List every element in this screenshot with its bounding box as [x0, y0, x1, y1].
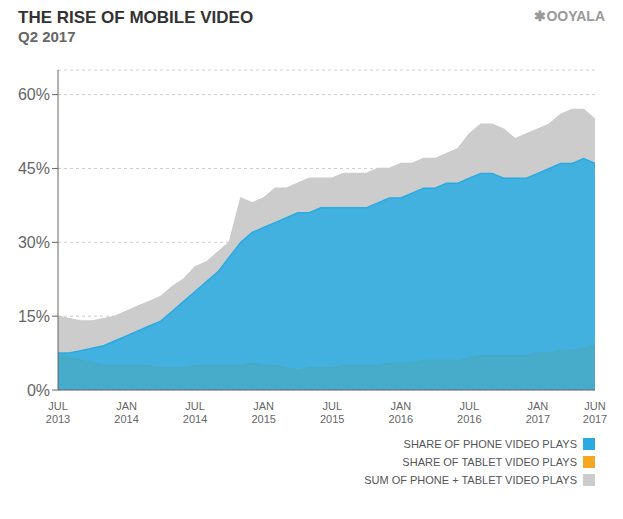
svg-text:JUL2014: JUL2014	[183, 400, 207, 425]
svg-text:JAN2016: JAN2016	[389, 400, 413, 425]
svg-text:0%: 0%	[27, 382, 50, 399]
svg-text:15%: 15%	[18, 308, 50, 325]
svg-text:45%: 45%	[18, 160, 50, 177]
svg-text:JUL2015: JUL2015	[320, 400, 344, 425]
svg-text:JUN2017: JUN2017	[583, 400, 607, 425]
html-text:THE RISE OF MOBILE VIDEO: THE RISE OF MOBILE VIDEO	[18, 8, 254, 27]
svg-text:JAN2015: JAN2015	[251, 400, 275, 425]
html-text:✱OOYALA: ✱OOYALA	[534, 8, 605, 24]
svg-text:JAN2017: JAN2017	[526, 400, 550, 425]
html-text:Q2 2017: Q2 2017	[18, 28, 76, 45]
html-text:SHARE OF TABLET VIDEO PLAYS: SHARE OF TABLET VIDEO PLAYS	[402, 456, 577, 468]
html-text:SUM OF PHONE + TABLET VIDEO PL: SUM OF PHONE + TABLET VIDEO PLAYS	[364, 474, 577, 486]
svg-text:JAN2014: JAN2014	[114, 400, 138, 425]
svg-text:60%: 60%	[18, 86, 50, 103]
html-text:SHARE OF PHONE VIDEO PLAYS: SHARE OF PHONE VIDEO PLAYS	[403, 438, 577, 450]
svg-text:JUL2016: JUL2016	[457, 400, 481, 425]
svg-text:30%: 30%	[18, 234, 50, 251]
svg-text:JUL2013: JUL2013	[46, 400, 70, 425]
